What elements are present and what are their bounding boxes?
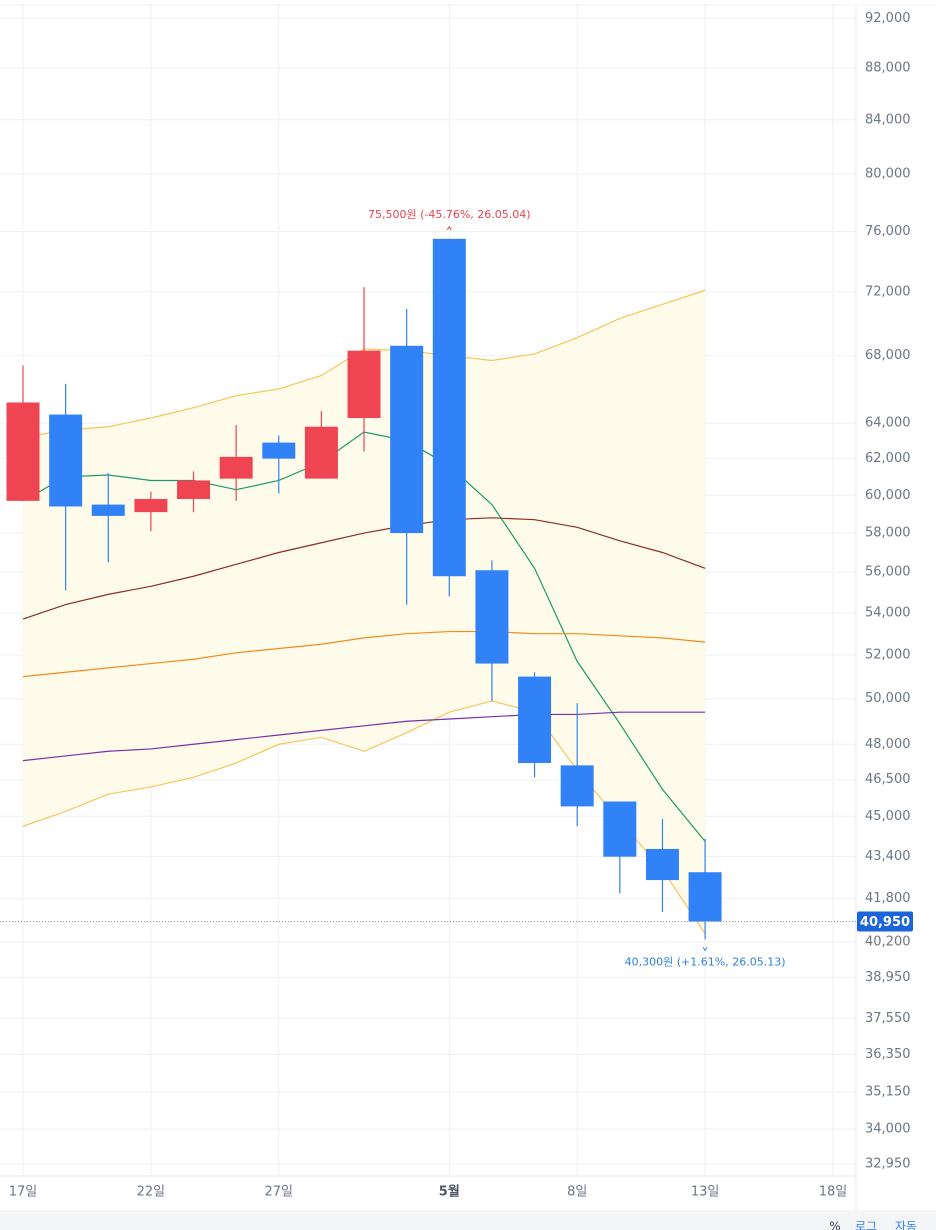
candle-body: [219, 456, 253, 479]
y-tick-label: 46,500: [865, 772, 911, 787]
band-fill: [23, 290, 706, 934]
x-tick-label: 5월: [439, 1184, 460, 1200]
candle-body: [688, 872, 722, 922]
y-tick-label: 64,000: [865, 416, 911, 431]
y-tick-label: 54,000: [865, 605, 911, 620]
toolbar-button[interactable]: %: [829, 1220, 840, 1230]
candle-body: [177, 480, 211, 499]
x-tick-label: 22일: [137, 1185, 166, 1200]
y-tick-label: 52,000: [865, 647, 911, 662]
indicator-line: [22, 711, 706, 762]
candle-body: [518, 676, 552, 764]
y-tick-label: 34,000: [865, 1122, 911, 1137]
indicator-line: [22, 630, 706, 678]
candle-body: [6, 402, 40, 501]
toolbar-button[interactable]: 자동: [895, 1220, 917, 1230]
y-tick-label: 38,950: [865, 970, 911, 985]
y-tick-label: 58,000: [865, 526, 911, 541]
candle-body: [475, 570, 509, 664]
y-tick-label: 45,000: [865, 809, 911, 824]
y-tick-label: 35,150: [865, 1084, 911, 1099]
toolbar-button[interactable]: 로그: [855, 1220, 877, 1230]
candle-body: [304, 426, 338, 479]
candle-body: [134, 498, 168, 513]
annotation-arrow: [446, 225, 452, 231]
candle-body: [262, 442, 296, 459]
y-tick-label: 32,950: [865, 1157, 911, 1172]
y-tick-label: 37,550: [865, 1011, 911, 1026]
y-tick-label: 76,000: [865, 224, 911, 239]
y-tick-label: 92,000: [865, 11, 911, 26]
toolbar-bg: [0, 1210, 936, 1230]
candle-body: [645, 848, 679, 881]
annotation: 40,300원 (+1.61%, 26.05.13): [625, 955, 786, 968]
candle-body: [91, 504, 125, 516]
y-tick-label: 48,000: [865, 737, 911, 752]
y-tick-label: 84,000: [865, 112, 911, 127]
annotation: 75,500원 (-45.76%, 26.05.04): [368, 208, 531, 221]
y-tick-label: 50,000: [865, 691, 911, 706]
y-tick-label: 41,800: [865, 891, 911, 906]
y-tick-label: 36,350: [865, 1047, 911, 1062]
candle-body: [603, 801, 637, 857]
y-tick-label: 43,400: [865, 849, 911, 864]
y-tick-label: 60,000: [865, 488, 911, 503]
candle-body: [347, 350, 381, 419]
annotation-arrow: [702, 947, 708, 952]
y-tick-label: 40,200: [865, 935, 911, 950]
candle-body: [560, 765, 594, 807]
y-tick-label: 72,000: [865, 284, 911, 299]
y-tick-label: 88,000: [865, 60, 911, 75]
y-tick-label: 80,000: [865, 167, 911, 182]
x-tick-label: 18일: [819, 1185, 848, 1200]
last-price-label: 40,950: [860, 915, 910, 930]
candle-body: [432, 238, 466, 577]
candle-body: [390, 345, 424, 534]
y-tick-label: 62,000: [865, 451, 911, 466]
x-tick-label: 17일: [9, 1185, 38, 1200]
y-tick-label: 68,000: [865, 348, 911, 363]
x-tick-label: 27일: [265, 1185, 294, 1200]
y-tick-label: 56,000: [865, 565, 911, 580]
last-price-tag: [857, 911, 913, 932]
x-tick-label: 8일: [567, 1185, 587, 1200]
candle-body: [49, 414, 83, 507]
indicator-line: [22, 517, 706, 620]
x-tick-label: 13일: [691, 1185, 720, 1200]
